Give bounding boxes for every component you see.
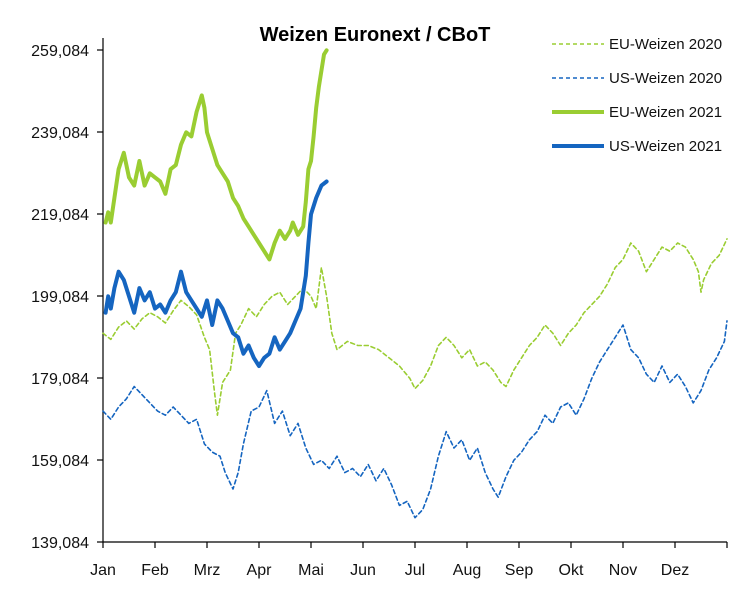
chart-title: Weizen Euronext / CBoT — [260, 24, 491, 46]
y-tick-label: 139,084 — [31, 535, 89, 552]
series-line-us-weizen-2021 — [103, 179, 329, 368]
x-tick-label: Dez — [661, 562, 689, 579]
axes: 259,084 239,084 219,084 199,084 179,084 159,0… — [31, 38, 728, 579]
y-tick-label: 259,084 — [31, 43, 89, 60]
legend-label: US-Weizen 2020 — [609, 70, 722, 87]
y-tick-label: 239,084 — [31, 125, 89, 142]
x-tick-label: Jul — [405, 562, 425, 579]
legend: EU-Weizen 2020 US-Weizen 2020 EU-Weizen 20… — [552, 36, 722, 155]
legend-label: EU-Weizen 2020 — [609, 36, 722, 53]
y-tick-label: 199,084 — [31, 289, 89, 306]
x-tick-label: Mrz — [194, 562, 221, 579]
x-tick-label: Jun — [350, 562, 376, 579]
x-tick-label: Feb — [141, 562, 169, 579]
x-tick-label: Jan — [90, 562, 116, 579]
x-tick-label: Nov — [609, 562, 637, 579]
y-tick-label: 219,084 — [31, 207, 89, 224]
x-tick-label: Aug — [453, 562, 481, 579]
series-line-eu-weizen-2021 — [103, 48, 329, 262]
legend-label: US-Weizen 2021 — [609, 138, 722, 155]
series-line-us-weizen-2020 — [102, 320, 728, 519]
series-lines — [102, 48, 728, 519]
y-tick-label: 159,084 — [31, 453, 89, 470]
x-tick-label: Sep — [505, 562, 534, 579]
x-tick-label: Okt — [559, 562, 584, 579]
y-tick-label: 179,084 — [31, 371, 89, 388]
x-tick-label: Mai — [298, 562, 324, 579]
legend-label: EU-Weizen 2021 — [609, 104, 722, 121]
x-tick-label: Apr — [247, 562, 273, 579]
series-line-eu-weizen-2020 — [102, 238, 728, 416]
